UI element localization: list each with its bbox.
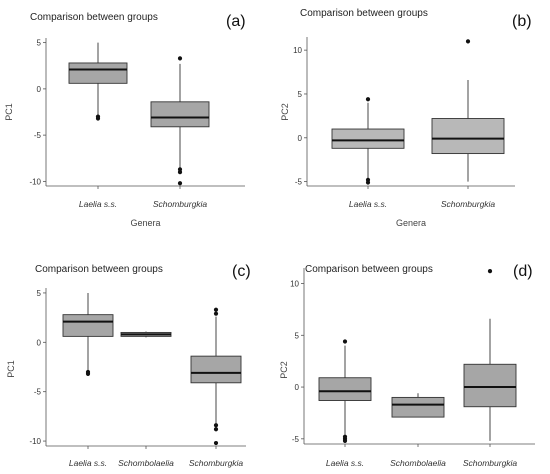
panel-c-box-2: Schombolaelia xyxy=(118,331,174,468)
panel-b-title: Comparison between groups xyxy=(300,8,428,19)
panel-b: Comparison between groups (b) 10 5 0 -5 PC2 Gen… xyxy=(280,8,532,228)
outlier-point xyxy=(95,116,101,121)
panel-b-ytick-label: -5 xyxy=(295,178,303,187)
panel-a-xlabel: Genera xyxy=(130,218,160,228)
panel-b-ytick-label: 10 xyxy=(293,46,302,55)
iqr-box xyxy=(331,128,405,149)
panel-c-ytick-label: 5 xyxy=(37,289,42,298)
panel-a-ytick-label: -10 xyxy=(29,177,41,186)
iqr-box xyxy=(68,62,128,84)
iqr-box xyxy=(463,363,517,408)
panel-a-ytick-label: -5 xyxy=(34,131,42,140)
category-label: Schomburgkia xyxy=(189,458,244,468)
category-label: Laelia s.s. xyxy=(79,199,117,209)
panel-b-xlabel: Genera xyxy=(396,218,426,228)
panel-a-ytick-label: 0 xyxy=(37,85,42,94)
outlier-point xyxy=(487,269,493,274)
panel-d-ytick-label: 5 xyxy=(295,331,300,340)
panel-c-box-1: Laelia s.s. xyxy=(62,292,114,468)
panel-a-ylabel: PC1 xyxy=(4,103,14,121)
outlier-point xyxy=(213,440,219,446)
panel-d: Comparison between groups (d) 10 5 0 -5 PC2 Lae… xyxy=(279,263,535,468)
iqr-box xyxy=(62,314,114,337)
iqr-box xyxy=(318,377,372,401)
panel-c-ylabel: PC1 xyxy=(6,360,16,378)
panel-a-box-2: Schomburgkia xyxy=(150,56,210,209)
panel-d-ytick-label: 10 xyxy=(290,280,299,289)
category-label: Schomburgkia xyxy=(153,199,208,209)
panel-b-label: (b) xyxy=(512,13,532,30)
panel-a: Comparison between groups (a) 5 0 -5 -10 PC1 Ge… xyxy=(4,12,246,228)
panel-c-box-3: Schomburgkia xyxy=(189,307,244,468)
outlier-point xyxy=(213,423,219,428)
outlier-point xyxy=(213,307,219,312)
panel-c-ytick-label: 0 xyxy=(37,338,42,347)
panel-a-box-1: Laelia s.s. xyxy=(68,42,128,209)
panel-d-box-2: Schombolaelia xyxy=(390,393,446,468)
outlier-point xyxy=(213,311,219,316)
panel-c-ytick-label: -10 xyxy=(29,437,41,446)
panel-d-box-3: Schomburgkia xyxy=(463,269,518,468)
panel-d-ylabel: PC2 xyxy=(279,361,289,379)
panel-d-ytick-label: -5 xyxy=(292,435,300,444)
outlier-point xyxy=(213,427,219,432)
outlier-point xyxy=(342,339,348,344)
panel-c: Comparison between groups (c) 5 0 -5 -10 PC1 La… xyxy=(6,263,251,468)
category-label: Schombolaelia xyxy=(118,458,174,468)
outlier-point xyxy=(465,39,471,44)
panel-c-title: Comparison between groups xyxy=(35,264,163,275)
panel-b-ytick-label: 5 xyxy=(298,90,303,99)
panel-b-box-1: Laelia s.s. xyxy=(331,97,405,209)
panel-a-title: Comparison between groups xyxy=(30,12,158,23)
outlier-point xyxy=(342,438,348,443)
category-label: Laelia s.s. xyxy=(349,199,387,209)
outlier-point xyxy=(85,371,91,377)
iqr-box xyxy=(150,101,210,128)
category-label: Schombolaelia xyxy=(390,458,446,468)
panel-b-ytick-label: 0 xyxy=(298,134,303,143)
category-label: Laelia s.s. xyxy=(326,458,364,468)
iqr-box xyxy=(431,118,505,155)
category-label: Schomburgkia xyxy=(463,458,518,468)
panel-a-label: (a) xyxy=(226,13,246,30)
category-label: Laelia s.s. xyxy=(69,458,107,468)
outlier-point xyxy=(177,56,183,61)
outlier-point xyxy=(177,181,183,186)
panel-d-box-1: Laelia s.s. xyxy=(318,339,372,468)
panel-b-box-2: Schomburgkia xyxy=(431,39,505,209)
panel-d-ytick-label: 0 xyxy=(295,383,300,392)
panel-c-ytick-label: -5 xyxy=(34,388,42,397)
iqr-box xyxy=(391,396,445,418)
panel-b-ylabel: PC2 xyxy=(280,103,290,121)
panel-d-label: (d) xyxy=(513,263,533,280)
category-label: Schomburgkia xyxy=(441,199,496,209)
outlier-point xyxy=(365,97,371,102)
panel-c-label: (c) xyxy=(232,263,251,280)
outlier-point xyxy=(177,170,183,175)
panel-d-title: Comparison between groups xyxy=(305,264,433,275)
outlier-point xyxy=(365,180,371,185)
iqr-box xyxy=(190,355,242,384)
panel-a-ytick-label: 5 xyxy=(37,39,42,48)
